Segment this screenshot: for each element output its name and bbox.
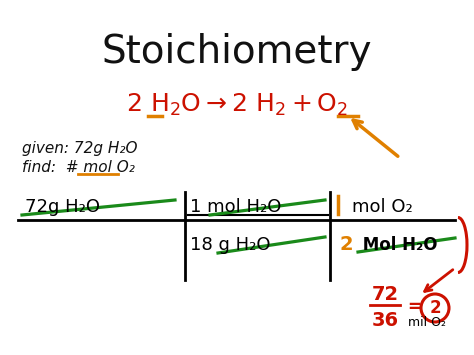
Text: 18 g H₂O: 18 g H₂O <box>190 236 271 254</box>
Text: mil O₂: mil O₂ <box>408 317 446 329</box>
Text: Stoichiometry: Stoichiometry <box>102 33 372 71</box>
Text: =: = <box>407 298 421 316</box>
Text: Mol H₂O: Mol H₂O <box>357 236 438 254</box>
Text: find:  # mol O₂: find: # mol O₂ <box>22 160 135 175</box>
Text: 1 mol H₂O: 1 mol H₂O <box>190 198 282 216</box>
Text: 2: 2 <box>429 299 441 317</box>
Text: 2: 2 <box>340 235 354 255</box>
Text: 36: 36 <box>372 311 399 329</box>
Text: 72g H₂O: 72g H₂O <box>25 198 100 216</box>
Text: 72: 72 <box>372 285 399 305</box>
Text: mol O₂: mol O₂ <box>352 198 413 216</box>
Text: $2\ \mathregular{H_2O} \rightarrow 2\ \mathregular{H_2} + \mathregular{O_2}$: $2\ \mathregular{H_2O} \rightarrow 2\ \m… <box>126 92 348 118</box>
Text: given: 72g H₂O: given: 72g H₂O <box>22 141 137 155</box>
